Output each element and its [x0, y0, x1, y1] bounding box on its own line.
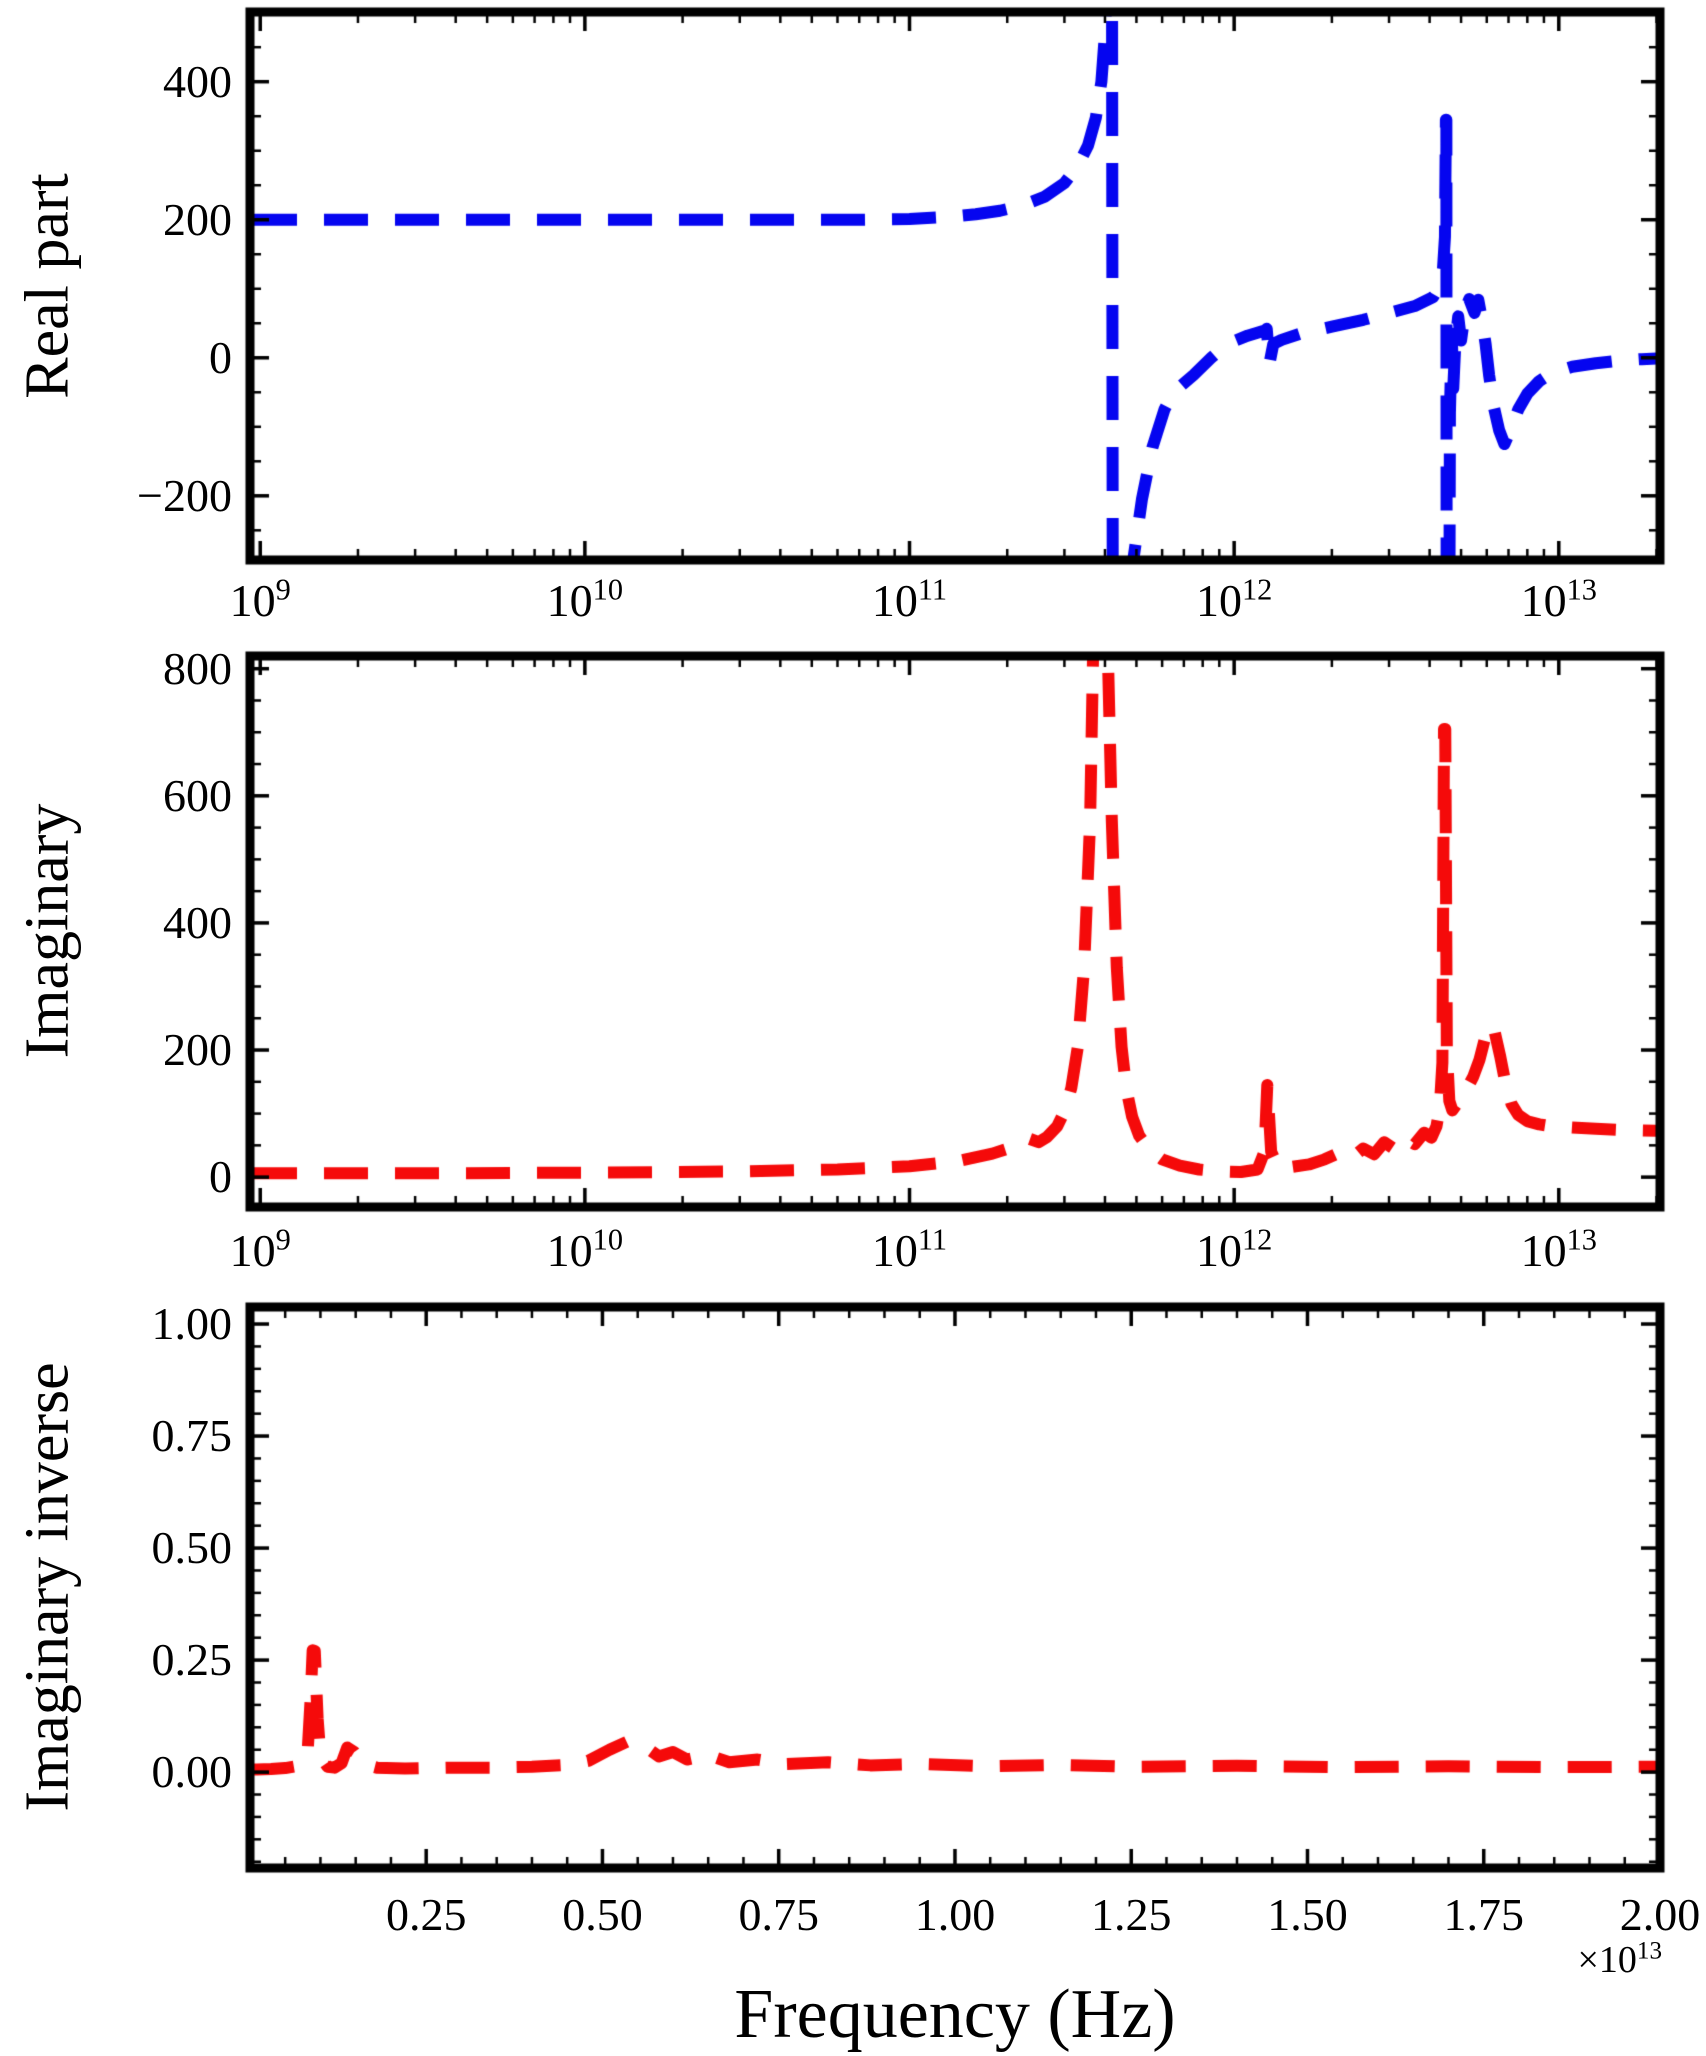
y-axis-label-real-part: Real part — [13, 173, 82, 399]
x-tick-label: 0.75 — [738, 1889, 819, 1940]
x-tick-label: 1011 — [871, 1222, 948, 1276]
x-tick-label: 1011 — [871, 572, 948, 626]
x-tick-label: 1012 — [1195, 572, 1273, 626]
y-tick-label: 0.50 — [151, 1522, 233, 1574]
y-tick-label: 400 — [163, 55, 232, 107]
x-tick-label: 0.50 — [562, 1889, 643, 1940]
axis-offset-label: ×1013 — [1577, 1937, 1662, 1981]
y-tick-label: −200 — [137, 469, 232, 521]
x-tick-label: 0.25 — [385, 1889, 467, 1940]
x-tick-label: 109 — [229, 572, 291, 626]
y-tick-label: 0 — [209, 1151, 232, 1203]
y-tick-label: 800 — [163, 642, 232, 694]
x-tick-label: 1.75 — [1443, 1889, 1524, 1940]
y-tick-label: 0.25 — [151, 1634, 233, 1686]
x-tick-label: 1.00 — [914, 1889, 996, 1940]
x-tick-label: 2.00 — [1619, 1889, 1701, 1940]
y-tick-label: 0 — [209, 331, 232, 383]
y-tick-label: 1.00 — [151, 1298, 233, 1350]
x-tick-label: 109 — [229, 1222, 291, 1276]
y-tick-label: 600 — [163, 769, 232, 821]
y-axis-label-imaginary: Imaginary — [13, 803, 82, 1059]
x-tick-label: 1010 — [546, 572, 624, 626]
x-tick-label: 1.25 — [1090, 1889, 1172, 1940]
x-tick-label: 1013 — [1520, 572, 1597, 626]
y-tick-label: 200 — [163, 193, 232, 245]
x-tick-label: 1012 — [1195, 1222, 1273, 1276]
y-axis-label-imaginary-inverse: Imaginary inverse — [13, 1362, 82, 1812]
x-tick-label: 1013 — [1520, 1222, 1597, 1276]
y-tick-label: 0.75 — [151, 1410, 233, 1462]
y-tick-label: 200 — [163, 1024, 232, 1076]
y-tick-label: 400 — [163, 896, 232, 948]
x-axis-label-frequency: Frequency (Hz) — [734, 1976, 1176, 2053]
y-tick-label: 0.00 — [151, 1746, 233, 1798]
x-tick-label: 1.50 — [1267, 1889, 1348, 1940]
x-tick-label: 1010 — [546, 1222, 624, 1276]
